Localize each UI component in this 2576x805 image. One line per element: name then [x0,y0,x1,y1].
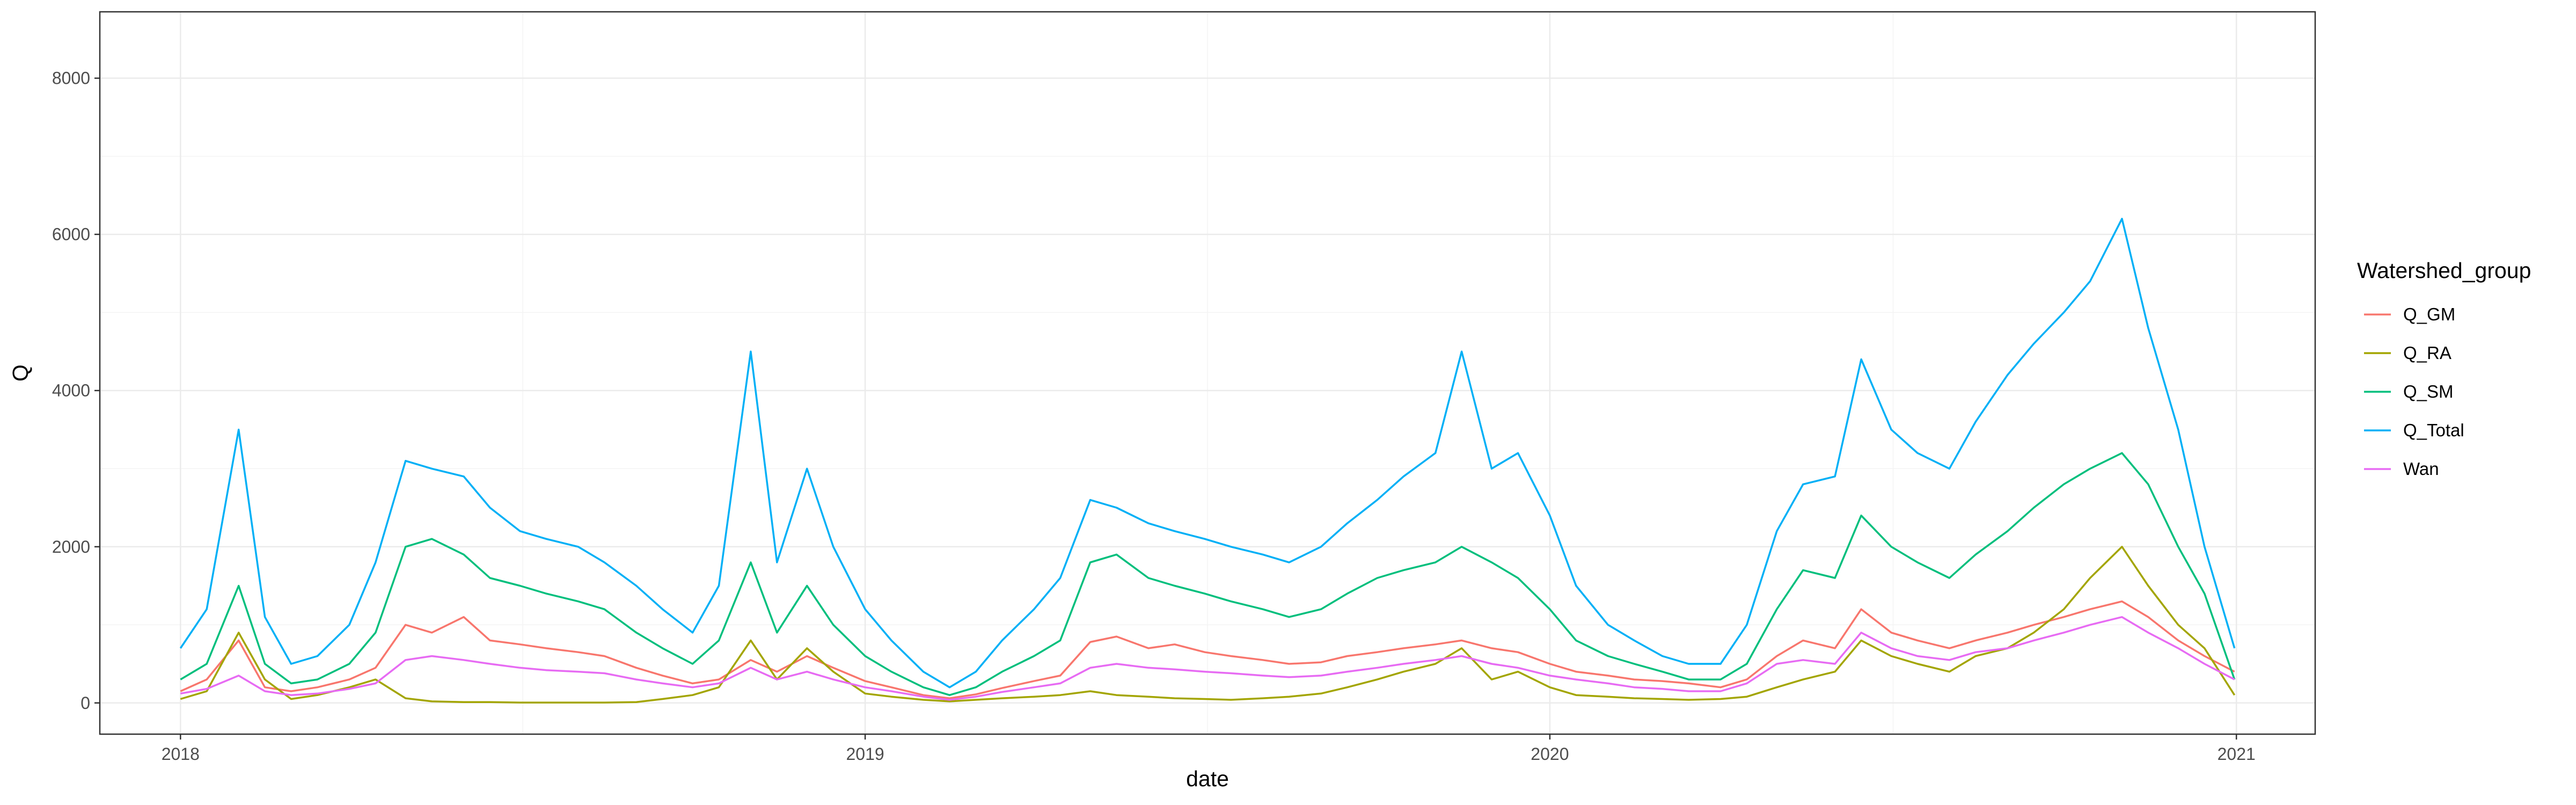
x-tick-label: 2021 [2218,744,2256,764]
x-axis-ticks: 2018 2019 2020 2021 [162,734,2256,764]
y-tick-label: 4000 [52,381,90,400]
y-axis-title: Q [8,364,33,382]
legend-label: Q_GM [2403,304,2455,324]
series-lines [179,217,2236,704]
y-tick-label: 6000 [52,225,90,244]
legend-label: Q_SM [2403,382,2454,401]
legend-label: Q_Total [2403,420,2464,440]
y-axis-ticks: 0 2000 4000 6000 8000 [52,69,100,713]
y-tick-label: 0 [80,693,90,713]
series-line-q-ra [180,546,2236,704]
legend-label: Q_RA [2403,343,2451,363]
legend-label: Wan [2403,459,2439,479]
y-tick-label: 8000 [52,69,90,88]
legend-title: Watershed_group [2357,258,2531,283]
x-tick-label: 2019 [846,744,884,764]
x-tick-label: 2020 [1531,744,1569,764]
series-line-q-gm [180,600,2235,699]
minor-gridlines [100,12,2315,734]
y-tick-label: 2000 [52,537,90,557]
series-line-wan [180,616,2235,701]
legend-items: Q_GM Q_RA Q_SM Q_Total Wan [2364,304,2464,479]
series-line-q-total [179,217,2236,689]
plot-border [99,11,2316,735]
legend: Watershed_group Q_GM Q_RA Q_SM Q_Total Wan [2357,258,2531,479]
x-axis-title: date [1186,766,1229,791]
x-tick-label: 2018 [162,744,200,764]
series-line-q-sm [180,452,2236,696]
